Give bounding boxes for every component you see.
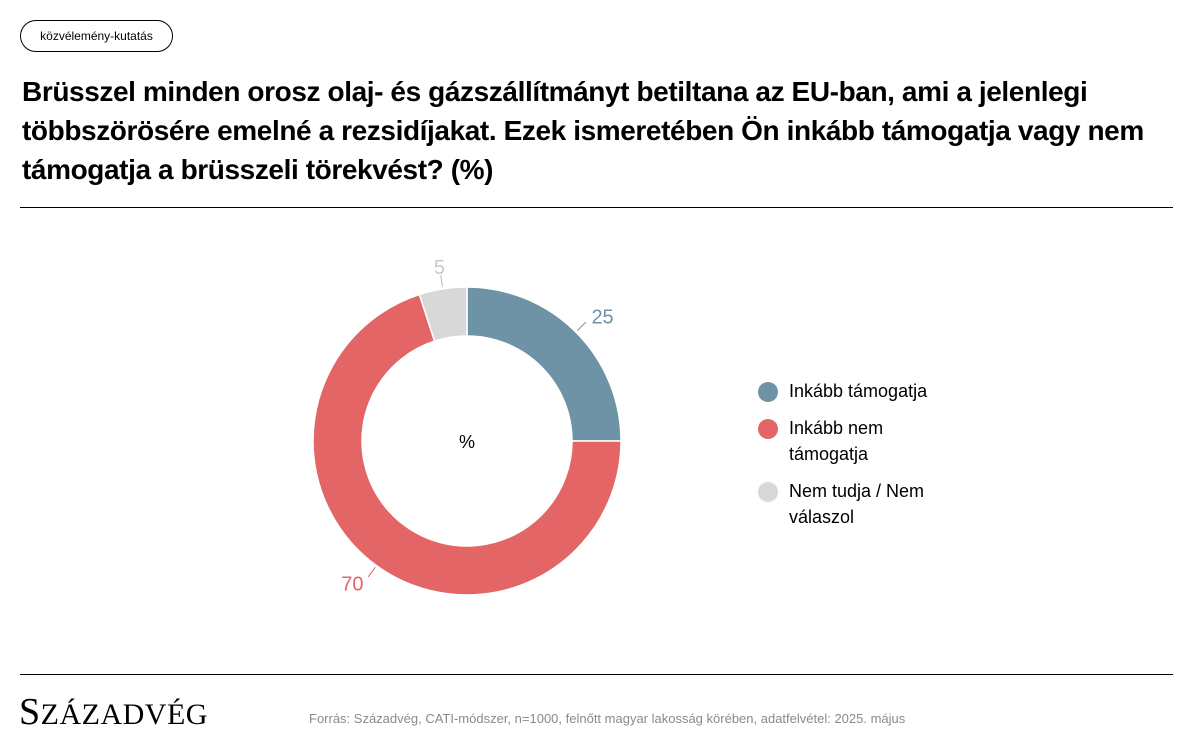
- data-label-support: 25: [591, 307, 613, 329]
- legend-item-dont-know: Nem tudja / Nem válaszol: [758, 478, 1018, 530]
- data-label-dont-know: 5: [434, 257, 445, 279]
- szazadveg-logo: SZÁZADVÉG: [19, 691, 208, 733]
- center-label: %: [459, 432, 475, 452]
- chart-title: Brüsszel minden orosz olaj- és gázszállí…: [22, 76, 1144, 185]
- legend-label-support: Inkább támogatja: [789, 381, 928, 401]
- legend-swatch-dont-know: [758, 482, 778, 502]
- leader-line: [367, 566, 376, 578]
- legend-label-oppose: Inkább nem támogatja: [789, 418, 884, 464]
- bottom-divider: [20, 674, 1173, 675]
- legend-item-support: Inkább támogatja: [758, 378, 1018, 404]
- legend-swatch-support: [758, 382, 778, 402]
- data-label-oppose: 70: [341, 573, 363, 595]
- donut-slices: [312, 286, 622, 596]
- label-leaders: [367, 274, 587, 578]
- top-divider: [20, 207, 1173, 208]
- slice-oppose: [312, 293, 622, 596]
- slice-dont-know: [418, 286, 468, 343]
- leader-line: [576, 321, 587, 332]
- data-labels: 25 70 5: [341, 257, 613, 595]
- source-note: Forrás: Századvég, CATI-módszer, n=1000,…: [309, 711, 906, 726]
- leader-line: [440, 274, 444, 287]
- legend-item-oppose: Inkább nem támogatja: [758, 415, 1018, 467]
- legend: Inkább támogatja Inkább nem támogatja Ne…: [758, 378, 1018, 541]
- legend-swatch-oppose: [758, 419, 778, 439]
- category-tag: közvélemény-kutatás: [20, 20, 173, 52]
- legend-label-dont-know: Nem tudja / Nem válaszol: [789, 481, 925, 527]
